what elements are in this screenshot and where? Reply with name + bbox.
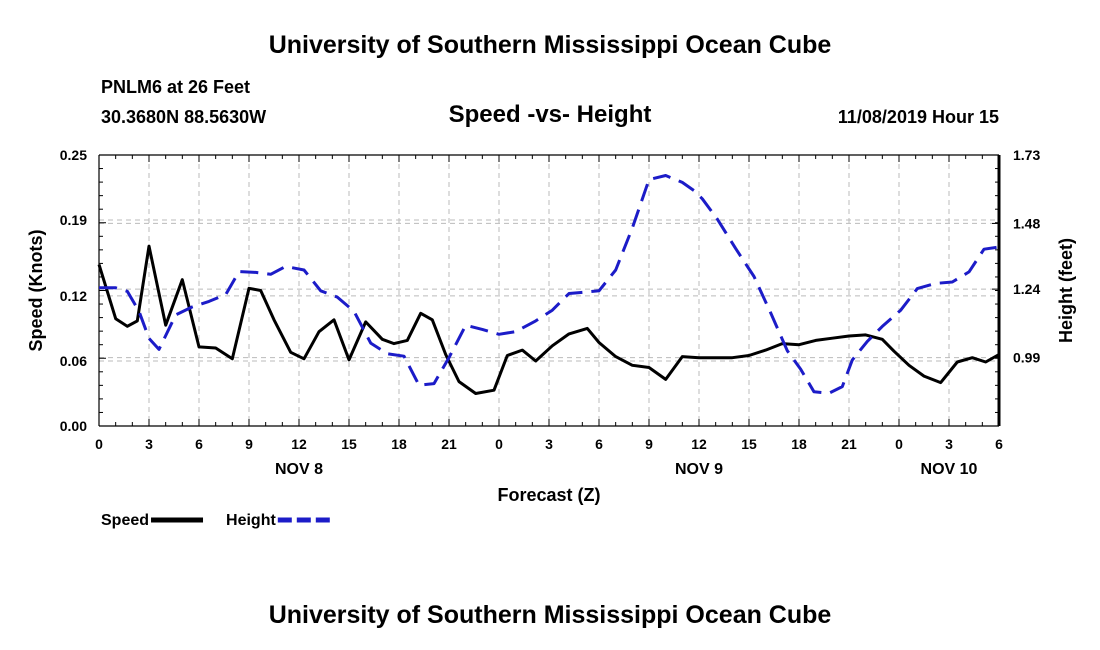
x-tick-label: 9 [645, 436, 653, 452]
y-left-axis-title: Speed (Knots) [26, 229, 46, 351]
y-right-tick-label: 1.73 [1013, 147, 1040, 163]
y-left-tick-label: 0.06 [60, 353, 87, 369]
legend-label-height: Height [226, 512, 276, 529]
y-left-tick-label: 0.12 [60, 288, 87, 304]
coordinates-label: 30.3680N 88.5630W [101, 107, 267, 127]
timestamp-label: 11/08/2019 Hour 15 [837, 107, 999, 127]
y-right-tick-label: 1.48 [1013, 215, 1040, 231]
x-day-label: NOV 8 [275, 461, 323, 478]
x-tick-label: 3 [945, 436, 953, 452]
y-right-tick-label: 1.24 [1013, 281, 1040, 297]
x-tick-label: 6 [195, 436, 203, 452]
x-tick-label: 3 [545, 436, 553, 452]
y-right-tick-label: 0.99 [1013, 350, 1040, 366]
x-tick-label: 6 [995, 436, 1003, 452]
x-tick-label: 12 [291, 436, 307, 452]
y-left-tick-label: 0.25 [60, 147, 87, 163]
y-left-tick-label: 0.19 [60, 212, 87, 228]
x-tick-label: 12 [691, 436, 707, 452]
station-label: PNLM6 at 26 Feet [101, 77, 251, 97]
x-tick-label: 15 [741, 436, 757, 452]
x-tick-label: 0 [895, 436, 903, 452]
footer-title: University of Southern Mississippi Ocean… [268, 601, 832, 629]
x-axis-title: Forecast (Z) [497, 485, 600, 505]
label-layer: 0 3 6 9 12 15 18 21 0 3 6 9 12 15 18 21 0 3 6 NOV 8 NOV 9 NOV… [26, 147, 1076, 529]
axis-layer [98, 154, 1001, 427]
height-series-line [99, 174, 1000, 395]
x-tick-label: 21 [441, 436, 457, 452]
x-tick-label: 18 [791, 436, 807, 452]
speed-series-line [97, 244, 1000, 395]
x-tick-label: 0 [495, 436, 503, 452]
x-tick-label: 9 [245, 436, 253, 452]
grid-layer [99, 155, 999, 426]
legend-label-speed: Speed [101, 512, 149, 529]
y-right-axis-title: Height (feet) [1056, 238, 1076, 343]
x-tick-label: 3 [145, 436, 153, 452]
x-tick-label: 0 [95, 436, 103, 452]
x-day-label: NOV 9 [675, 461, 723, 478]
x-day-label: NOV 10 [921, 461, 978, 478]
x-tick-label: 15 [341, 436, 357, 452]
x-tick-label: 21 [841, 436, 857, 452]
page-title: University of Southern Mississippi Ocean… [268, 31, 832, 59]
y-left-tick-label: 0.00 [60, 418, 87, 434]
speed-height-chart: 0 3 6 9 12 15 18 21 0 3 6 9 12 15 18 21 0 3 6 NOV 8 NOV 9 NOV… [26, 147, 1076, 529]
series-layer [97, 174, 1000, 395]
x-tick-label: 6 [595, 436, 603, 452]
chart-title: Speed -vs- Height [448, 101, 652, 128]
x-tick-label: 18 [391, 436, 407, 452]
